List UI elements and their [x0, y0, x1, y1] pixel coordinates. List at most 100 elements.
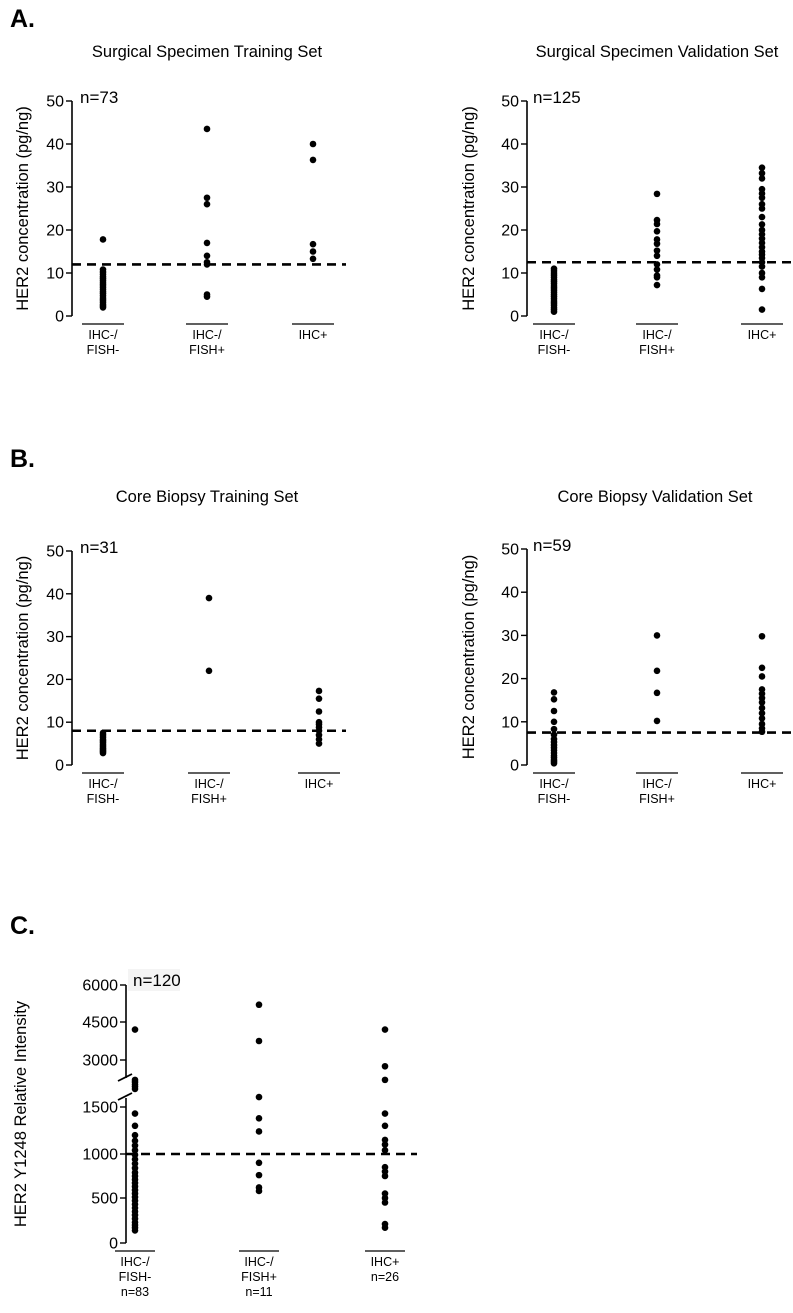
category-label: FISH+: [639, 792, 675, 806]
y-tick-label: 10: [501, 266, 519, 283]
data-point: [315, 695, 323, 702]
category-label: n=11: [245, 1285, 272, 1299]
data-point: [309, 255, 317, 263]
data-point: [203, 293, 211, 300]
data-point: [550, 718, 558, 726]
data-point: [381, 1076, 389, 1084]
y-tick-label: 0: [510, 758, 519, 775]
category-label: IHC-/: [192, 328, 222, 342]
data-point: [315, 740, 323, 747]
data-point: [203, 261, 211, 268]
data-point: [203, 125, 211, 133]
category-label: IHC+: [299, 328, 328, 342]
data-point: [381, 1122, 389, 1130]
axis-break-mark-top: [117, 1073, 133, 1082]
y-tick-label: 500: [91, 1191, 118, 1208]
y-tick-label: 20: [501, 671, 519, 688]
y-tick-label: 1000: [82, 1147, 118, 1164]
category-label: IHC-/: [539, 328, 569, 342]
data-point: [758, 263, 766, 270]
y-tick-label: 30: [501, 180, 519, 197]
data-point: [131, 1122, 139, 1130]
data-point: [203, 239, 211, 247]
data-point: [550, 689, 558, 696]
y-tick-label: 10: [501, 714, 519, 731]
data-point: [203, 194, 211, 202]
data-point: [758, 673, 766, 680]
category-label: IHC+: [305, 777, 334, 791]
panel-letter-c: C.: [10, 912, 35, 940]
y-tick-label: 50: [501, 94, 519, 111]
data-point: [758, 274, 766, 281]
y-tick-label: 30: [46, 180, 64, 197]
data-point: [758, 664, 766, 672]
data-point: [653, 240, 661, 248]
data-point: [381, 1026, 389, 1033]
data-point: [758, 632, 766, 640]
data-point: [653, 632, 661, 639]
data-point: [315, 708, 323, 715]
data-point: [758, 285, 766, 293]
y1248-intensity-panel: 0 500 1000 1500 3000 4500 6000 HER2 Y1248 Relat…: [12, 969, 417, 1299]
surgical-training-panel: Surgical Specimen Training Set 0 10 20 30 40 5…: [14, 43, 346, 357]
chart-title: Core Biopsy Validation Set: [557, 488, 752, 506]
data-point: [131, 1110, 139, 1117]
data-point: [255, 1001, 263, 1009]
y-axis-label: HER2 concentration (pg/ng): [460, 106, 478, 311]
panel-letter-a: A.: [10, 5, 35, 33]
y-tick-label: 10: [46, 715, 64, 732]
data-point: [758, 699, 766, 706]
data-point: [255, 1171, 263, 1179]
y-tick-label: 10: [46, 266, 64, 283]
data-point: [99, 304, 107, 311]
category-label: FISH-: [87, 343, 120, 357]
data-point: [653, 266, 661, 273]
category-label: IHC-/: [88, 777, 118, 791]
y-tick-label: 30: [46, 629, 64, 646]
data-point: [758, 728, 766, 736]
data-point: [203, 200, 211, 208]
y-tick-label: 4500: [82, 1015, 118, 1032]
data-point: [758, 221, 766, 228]
data-point: [309, 156, 317, 164]
surgical-validation-panel: Surgical Specimen Validation Set 0 10 20 30 4…: [460, 43, 793, 357]
y-tick-label: 40: [46, 586, 64, 603]
data-point: [99, 749, 107, 757]
data-point: [131, 1146, 139, 1154]
y-tick-label: 0: [510, 309, 519, 326]
y-tick-label: 0: [55, 309, 64, 326]
data-point: [758, 164, 766, 171]
data-point: [203, 252, 211, 260]
category-label: IHC-/: [88, 328, 118, 342]
y-tick-label: 0: [109, 1236, 118, 1253]
y-tick-label: 50: [501, 542, 519, 559]
data-point: [653, 274, 661, 281]
category-label: FISH-: [119, 1270, 152, 1284]
y-tick-label: 50: [46, 544, 64, 561]
sample-size-annotation: n=125: [533, 88, 581, 107]
data-point: [131, 1026, 139, 1033]
y-tick-label: 0: [55, 758, 64, 775]
category-label: IHC-/: [539, 777, 569, 791]
data-point: [381, 1199, 389, 1206]
category-label: FISH-: [87, 792, 120, 806]
category-label: FISH+: [639, 343, 675, 357]
category-label: FISH+: [241, 1270, 277, 1284]
category-label: IHC-/: [244, 1255, 274, 1269]
data-point: [653, 717, 661, 725]
data-point: [131, 1142, 139, 1149]
data-point: [758, 704, 766, 712]
sample-size-annotation: n=120: [133, 971, 181, 990]
category-label: FISH-: [538, 792, 571, 806]
y-tick-label: 3000: [82, 1053, 118, 1070]
data-point: [381, 1172, 389, 1180]
data-point: [653, 281, 661, 289]
category-label: IHC+: [371, 1255, 400, 1269]
data-point: [550, 725, 558, 733]
panel-letter-b: B.: [10, 445, 35, 473]
y-tick-label: 20: [501, 223, 519, 240]
core-validation-panel: Core Biopsy Validation Set 0 10 20 30 40 50 HER…: [460, 488, 793, 806]
data-point: [131, 1085, 139, 1093]
category-label: FISH-: [538, 343, 571, 357]
data-point: [131, 1227, 139, 1234]
